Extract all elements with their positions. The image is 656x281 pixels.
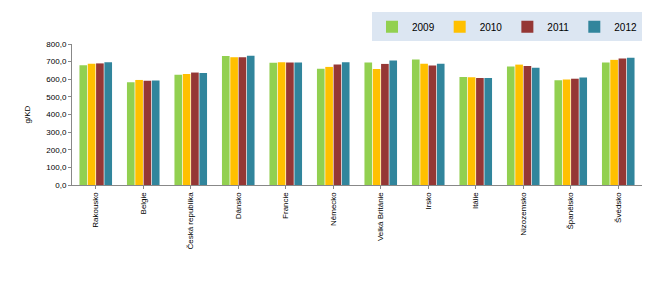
svg-text:Švédsko: Švédsko <box>614 192 623 223</box>
svg-text:800,0: 800,0 <box>46 40 67 49</box>
svg-text:200,0: 200,0 <box>46 146 67 155</box>
svg-text:2012: 2012 <box>614 22 637 33</box>
svg-text:Česká republika: Česká republika <box>186 192 195 250</box>
svg-text:300,0: 300,0 <box>46 128 67 137</box>
svg-text:Německo: Německo <box>329 192 338 226</box>
svg-text:500,0: 500,0 <box>46 93 67 102</box>
svg-text:Itálie: Itálie <box>471 192 480 209</box>
svg-text:2010: 2010 <box>480 22 503 33</box>
svg-text:2009: 2009 <box>412 22 435 33</box>
svg-text:Francie: Francie <box>281 192 290 219</box>
svg-text:Velká Británie: Velká Británie <box>376 192 385 241</box>
svg-text:600,0: 600,0 <box>46 75 67 84</box>
svg-text:Rakousko: Rakousko <box>91 192 100 228</box>
svg-text:Nizozemsko: Nizozemsko <box>519 192 528 236</box>
svg-text:400,0: 400,0 <box>46 110 67 119</box>
svg-text:700,0: 700,0 <box>46 57 67 66</box>
svg-text:Irsko: Irsko <box>424 192 433 210</box>
svg-text:Dánsko: Dánsko <box>234 192 243 220</box>
svg-text:g/KD: g/KD <box>23 105 32 123</box>
svg-text:0,0: 0,0 <box>55 181 67 190</box>
svg-text:2011: 2011 <box>547 22 569 33</box>
svg-text:100,0: 100,0 <box>46 163 67 172</box>
svg-text:Španělsko: Španělsko <box>566 192 575 230</box>
svg-text:Belgie: Belgie <box>139 192 148 215</box>
